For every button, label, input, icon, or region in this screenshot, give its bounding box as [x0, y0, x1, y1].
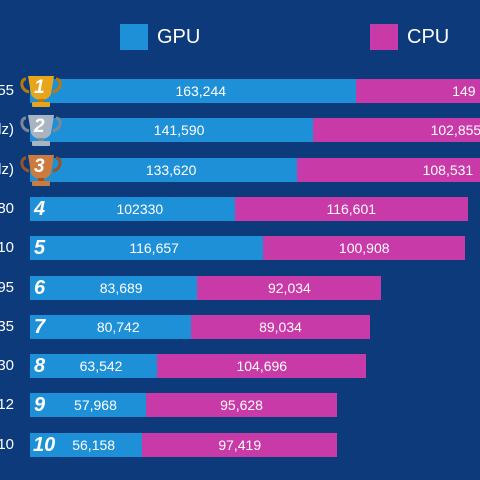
- silver-trophy-icon: [20, 115, 62, 147]
- legend-label-cpu: CPU: [407, 26, 450, 48]
- row-label: 55: [0, 82, 14, 99]
- cpu-bar: [234, 196, 468, 221]
- cpu-bar: [145, 393, 338, 418]
- rank-number: 5: [34, 237, 46, 260]
- gpu-bar: [30, 393, 146, 418]
- chart-row: dz) 141,590 102,855 2: [0, 115, 480, 147]
- cpu-bar: [297, 157, 480, 182]
- gpu-value-label: 141,590: [153, 122, 205, 139]
- legend-swatch-gpu: [120, 24, 148, 50]
- gpu-bar: [30, 432, 143, 457]
- gpu-bar: [30, 118, 314, 143]
- row-label: dz): [0, 160, 14, 178]
- cpu-bar: [191, 314, 370, 339]
- row-label: 10: [0, 435, 14, 453]
- row-label: dz): [0, 121, 14, 139]
- gpu-value-label: 56,158: [72, 436, 116, 453]
- cpu-bar: [157, 354, 367, 379]
- cpu-bar: [263, 236, 466, 261]
- chart-row: 10 56,158 97,419 10: [0, 432, 480, 457]
- gpu-bar: [30, 354, 158, 379]
- rank-number: 10: [33, 433, 56, 456]
- cpu-value-label: 89,034: [259, 318, 302, 335]
- cpu-value-label: 104,696: [236, 358, 288, 375]
- gold-trophy-icon: [20, 76, 62, 107]
- rank-number: 6: [34, 276, 46, 299]
- row-label: 10: [0, 239, 14, 257]
- chart-row: 30 63,542 104,696 8: [0, 354, 480, 379]
- gpu-bar: [30, 196, 235, 221]
- rank-number: 4: [34, 197, 46, 220]
- chart-row: 35 80,742 89,034 7: [0, 314, 480, 339]
- row-label: 12: [0, 396, 14, 414]
- gpu-bar: [30, 275, 198, 300]
- rank-number: 7: [34, 315, 46, 338]
- cpu-value-label: 92,034: [267, 279, 311, 296]
- gpu-bar: [30, 236, 264, 261]
- cpu-value-label: 116,601: [326, 200, 377, 217]
- row-label: 35: [0, 317, 14, 335]
- cpu-bar: [313, 118, 480, 143]
- gpu-value-label: 116,657: [129, 240, 179, 257]
- cpu-value-label: 108,531: [422, 161, 474, 178]
- gpu-value-label: 57,968: [74, 397, 117, 414]
- gpu-bar: [30, 79, 357, 103]
- cpu-value-label: 100,908: [338, 240, 390, 257]
- legend-label-gpu: GPU: [157, 26, 201, 48]
- chart-row: 95 83,689 92,034 6: [0, 275, 480, 300]
- cpu-value-label: 149: [452, 83, 476, 99]
- rank-number: 3: [34, 155, 45, 177]
- gpu-bar: [30, 314, 192, 339]
- gpu-value-label: 63,542: [79, 358, 123, 375]
- bronze-trophy-icon: [20, 154, 62, 186]
- row-label: 95: [0, 278, 14, 296]
- row-label: 30: [0, 357, 14, 375]
- gpu-bar: [30, 157, 298, 182]
- cpu-value-label: 95,628: [220, 397, 263, 414]
- chart-row: 80 102330 116,601 4: [0, 196, 480, 221]
- chart-row: 12 57,968 95,628 9: [0, 393, 480, 418]
- rank-number: 2: [34, 116, 45, 138]
- cpu-bar: [197, 275, 382, 300]
- gpu-value-label: 80,742: [96, 318, 140, 335]
- gpu-value-label: 83,689: [99, 279, 143, 296]
- gpu-value-label: 102330: [116, 200, 164, 217]
- gpu-value-label: 133,620: [145, 161, 197, 178]
- chart-row: 55 163,244 149 1: [0, 76, 480, 107]
- chart-row: dz) 133,620 108,531 3: [0, 154, 480, 186]
- rank-number: 1: [34, 77, 45, 98]
- gpu-value-label: 163,244: [175, 83, 227, 99]
- cpu-bar: [142, 432, 338, 457]
- chart-row: 10 116,657 100,908 5: [0, 236, 480, 261]
- cpu-value-label: 102,855: [430, 122, 480, 139]
- rank-number: 9: [34, 394, 46, 417]
- legend-swatch-cpu: [370, 24, 398, 50]
- cpu-value-label: 97,419: [218, 436, 262, 453]
- cpu-bar: [356, 79, 480, 103]
- row-label: 80: [0, 199, 14, 217]
- rank-number: 8: [34, 355, 46, 378]
